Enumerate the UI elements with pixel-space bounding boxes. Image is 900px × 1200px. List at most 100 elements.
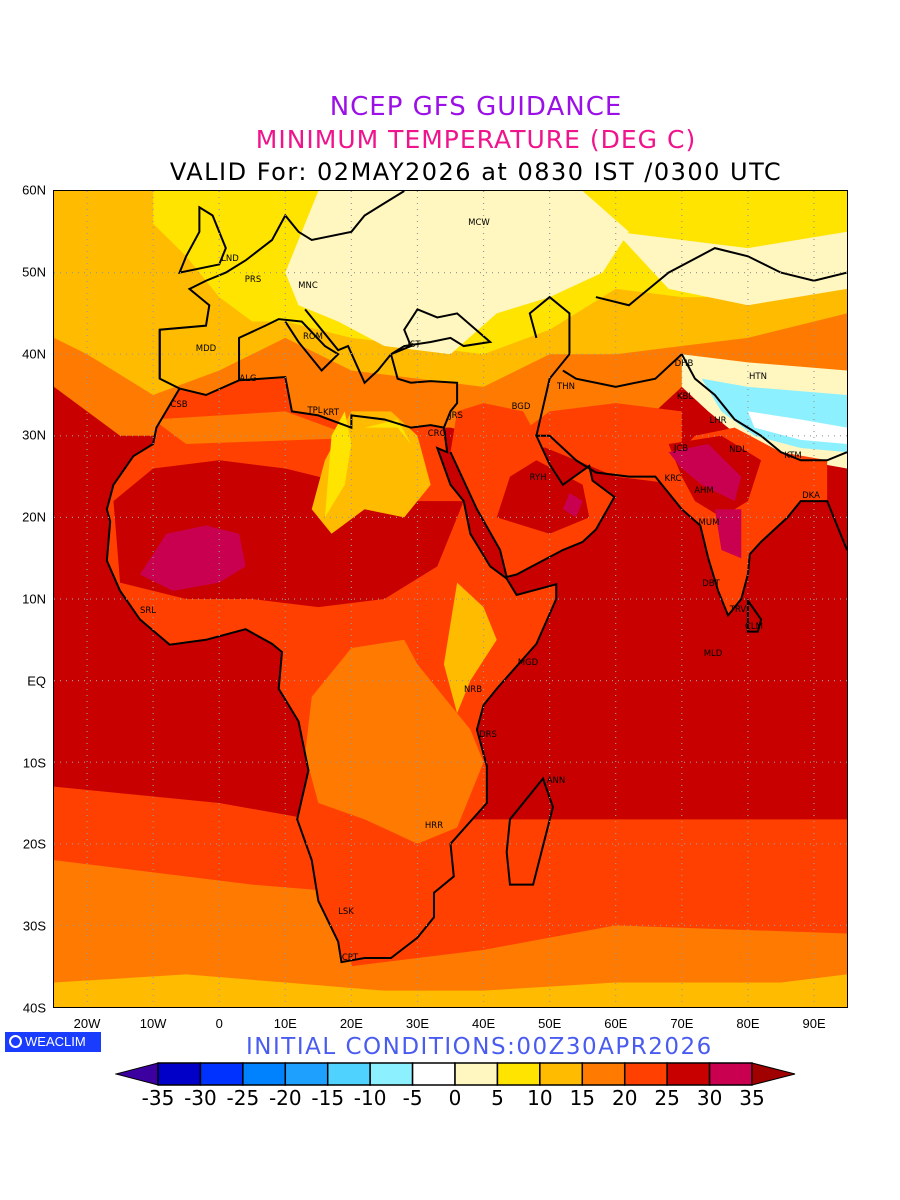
initial-conditions: INITIAL CONDITIONS:00Z30APR2026 (246, 1034, 713, 1060)
city-label: TRV (729, 605, 747, 615)
title-variable: MINIMUM TEMPERATURE (DEG C) (255, 125, 697, 154)
city-label: MUM (698, 518, 720, 528)
city-label: CSB (170, 400, 188, 410)
temperature-map: MCW LND PRS MNC ROM MDD IST ALG CSB TPL KRT CRO JRS B… (53, 190, 848, 1008)
lat-tick-label: 40N (22, 346, 46, 362)
lon-tick-label: 10W (139, 1016, 167, 1031)
city-label: NDL (729, 445, 747, 455)
city-label: MGD (517, 658, 539, 668)
graticule (54, 191, 847, 1007)
lon-tick-label: 80E (736, 1016, 760, 1031)
city-label: KRC (664, 474, 682, 484)
city-label: JRS (449, 411, 463, 421)
lon-tick-label: 50E (538, 1016, 562, 1031)
city-label: LHR (709, 416, 727, 426)
city-label: CLM (744, 622, 764, 632)
map-canvas (54, 191, 847, 1007)
colorbar-box (666, 1062, 711, 1086)
logo-text: WEACLIM (25, 1034, 86, 1049)
lat-tick-label: 20N (22, 509, 46, 525)
city-label: HTN (749, 372, 767, 382)
city-label: CRO (427, 429, 447, 439)
lon-tick-label: 0 (215, 1016, 223, 1031)
lon-tick-label: 20E (339, 1016, 363, 1031)
colorbar-box (369, 1062, 414, 1086)
colorbar-tick-label: 5 (491, 1086, 504, 1110)
city-label: LND (221, 254, 239, 264)
colorbar-tick-label: 10 (527, 1086, 553, 1110)
lon-tick-label: 60E (604, 1016, 628, 1031)
colorbar-box (284, 1062, 329, 1086)
city-label: MNC (298, 281, 318, 291)
colorbar-box (708, 1062, 753, 1086)
colorbar-under-arrow (115, 1062, 159, 1086)
lat-tick-label: 50N (22, 264, 46, 280)
lat-tick-label: 40S (22, 1000, 46, 1016)
lon-tick-label: 70E (670, 1016, 694, 1031)
city-label: SRL (139, 606, 157, 616)
lon-tick-label: 90E (802, 1016, 826, 1031)
lat-tick-label: 10N (22, 591, 46, 607)
colorbar-over-arrow (751, 1062, 796, 1086)
colorbar-tick-label: -30 (184, 1086, 217, 1110)
lat-tick-label: 30N (22, 427, 46, 443)
temperature-fill (54, 191, 847, 1007)
colorbar-tick-label: -15 (311, 1086, 345, 1110)
city-label: HRR (424, 821, 444, 831)
lon-tick-label: 20W (73, 1016, 101, 1031)
lon-tick-label: 30E (405, 1016, 430, 1031)
colorbar-tick-label: -20 (268, 1086, 302, 1110)
colorbar-tick-label: -25 (226, 1086, 260, 1110)
city-label: MCW (468, 218, 490, 228)
colorbar-tick-label: 35 (739, 1086, 765, 1110)
colorbar-tick-label: 15 (569, 1086, 596, 1110)
city-label: DKA (802, 491, 820, 501)
colorbar-box (539, 1062, 584, 1086)
city-label: KBL (676, 392, 694, 402)
city-label: DRS (479, 730, 497, 740)
colorbar-tick-label: 0 (448, 1086, 462, 1110)
city-label: BGD (511, 402, 531, 412)
coastlines (107, 191, 847, 962)
lat-tick-label: 20S (22, 836, 46, 852)
title-model: NCEP GFS GUIDANCE (329, 92, 623, 122)
city-label: DHB (674, 359, 694, 369)
city-label: CPT (341, 953, 359, 963)
city-label: ROM (303, 332, 323, 342)
color-bar (115, 1062, 796, 1086)
city-label: AHM (694, 486, 714, 496)
colorbar-tick-label: 25 (654, 1086, 680, 1110)
city-label: LSK (338, 907, 354, 917)
city-label: IST (407, 340, 421, 350)
lat-tick-label: EQ (27, 673, 46, 689)
colorbar-tick-label: -10 (353, 1086, 387, 1110)
city-label: PRS (244, 275, 262, 285)
lat-tick-label: 10S (22, 755, 46, 771)
colorbar-box (454, 1062, 499, 1086)
colorbar-tick-label: 30 (696, 1086, 723, 1110)
title-valid-time: VALID For: 02MAY2026 at 0830 IST /0300 U… (169, 158, 783, 186)
city-label: RYH (529, 473, 547, 483)
colorbar-tick-label: -5 (402, 1086, 423, 1110)
city-label: KRT (322, 408, 340, 418)
city-label: ALG (239, 374, 257, 384)
city-label: MDD (195, 344, 217, 354)
colorbar-box (242, 1062, 287, 1086)
colorbar-box (411, 1062, 456, 1086)
city-label: JCB (673, 444, 689, 454)
city-label: KTM (784, 451, 802, 461)
colorbar-tick-label: 20 (611, 1086, 638, 1110)
city-label: ANN (546, 776, 566, 786)
city-label: MLD (703, 649, 723, 659)
city-label: NRB (463, 685, 483, 695)
lat-tick-label: 60N (22, 182, 46, 198)
colorbar-box (496, 1062, 541, 1086)
colorbar-box (157, 1062, 202, 1086)
city-label: DBT (702, 579, 720, 589)
lon-tick-label: 10E (273, 1016, 297, 1031)
lat-tick-label: 30S (22, 918, 46, 934)
city-label: TPL (307, 406, 323, 416)
colorbar-box (581, 1062, 626, 1086)
colorbar-box (199, 1062, 244, 1086)
